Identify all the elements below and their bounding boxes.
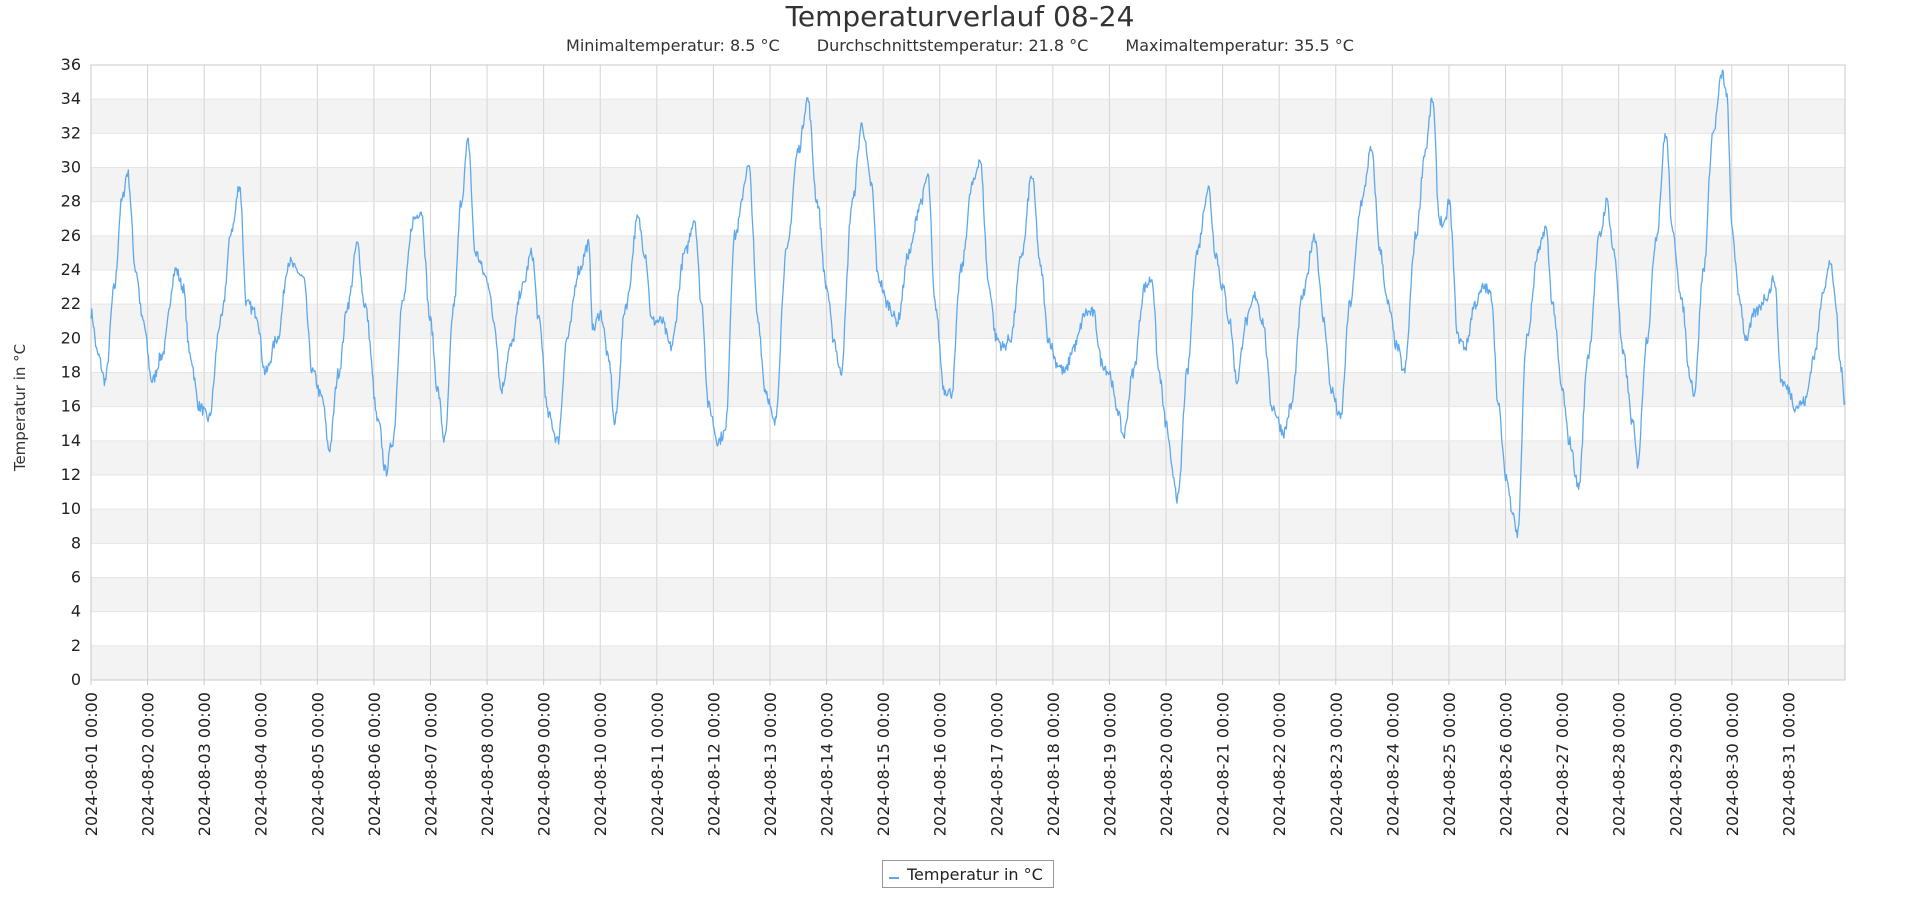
grid-band <box>91 99 1845 134</box>
y-tick-label: 36 <box>61 55 81 74</box>
max-temperature-label: Maximaltemperatur: 35.5 °C <box>1125 36 1354 55</box>
x-tick-label: 2024-08-07 00:00 <box>421 692 440 836</box>
x-tick-label: 2024-08-12 00:00 <box>704 692 723 836</box>
x-tick-label: 2024-08-13 00:00 <box>761 692 780 836</box>
grid-band <box>91 372 1845 407</box>
x-tick-label: 2024-08-20 00:00 <box>1157 692 1176 836</box>
y-tick-label: 16 <box>61 397 81 416</box>
x-tick-label: 2024-08-09 00:00 <box>535 692 554 836</box>
x-tick-label: 2024-08-26 00:00 <box>1497 692 1516 836</box>
grid-band <box>91 304 1845 339</box>
x-tick-label: 2024-08-17 00:00 <box>987 692 1006 836</box>
x-tick-label: 2024-08-27 00:00 <box>1553 692 1572 836</box>
x-tick-label: 2024-08-25 00:00 <box>1440 692 1459 836</box>
x-tick-label: 2024-08-23 00:00 <box>1327 692 1346 836</box>
x-axis-ticks: 2024-08-01 00:00 2024-08-02 00:00 2024-08-… <box>82 680 1798 836</box>
legend-label: Temperatur in °C <box>907 864 1043 884</box>
x-tick-label: 2024-08-03 00:00 <box>195 692 214 836</box>
grid-band <box>91 577 1845 612</box>
y-tick-label: 34 <box>61 89 81 108</box>
series-line-temperatur <box>90 69 1846 539</box>
x-tick-label: 2024-08-24 00:00 <box>1383 692 1402 836</box>
y-tick-label: 4 <box>71 602 81 621</box>
x-tick-label: 2024-08-28 00:00 <box>1610 692 1629 836</box>
x-tick-label: 2024-08-08 00:00 <box>478 692 497 836</box>
x-tick-label: 2024-08-01 00:00 <box>82 692 101 836</box>
legend-swatch <box>889 877 899 879</box>
x-tick-label: 2024-08-30 00:00 <box>1723 692 1742 836</box>
x-tick-label: 2024-08-11 00:00 <box>648 692 667 836</box>
x-tick-label: 2024-08-14 00:00 <box>818 692 837 836</box>
x-tick-label: 2024-08-04 00:00 <box>252 692 271 836</box>
x-tick-label: 2024-08-16 00:00 <box>931 692 950 836</box>
chart-subtitle: Minimaltemperatur: 8.5 °C Durchschnittst… <box>0 36 1920 56</box>
x-tick-label: 2024-08-10 00:00 <box>591 692 610 836</box>
x-tick-label: 2024-08-02 00:00 <box>139 692 158 836</box>
y-tick-label: 10 <box>61 499 81 518</box>
x-tick-label: 2024-08-29 00:00 <box>1666 692 1685 836</box>
x-tick-label: 2024-08-31 00:00 <box>1779 692 1798 836</box>
y-tick-label: 2 <box>71 636 81 655</box>
x-tick-label: 2024-08-18 00:00 <box>1044 692 1063 836</box>
y-tick-label: 14 <box>61 431 81 450</box>
y-tick-label: 24 <box>61 260 81 279</box>
y-tick-label: 18 <box>61 363 81 382</box>
y-tick-label: 22 <box>61 294 81 313</box>
y-tick-label: 8 <box>71 533 81 552</box>
grid-band <box>91 167 1845 202</box>
chart-title: Temperaturverlauf 08-24 <box>785 0 1135 33</box>
x-tick-label: 2024-08-22 00:00 <box>1270 692 1289 836</box>
y-tick-label: 6 <box>71 568 81 587</box>
x-tick-label: 2024-08-06 00:00 <box>365 692 384 836</box>
y-tick-label: 28 <box>61 192 81 211</box>
x-tick-label: 2024-08-19 00:00 <box>1100 692 1119 836</box>
y-tick-label: 0 <box>71 670 81 689</box>
x-tick-label: 2024-08-21 00:00 <box>1214 692 1233 836</box>
avg-temperature-label: Durchschnittstemperatur: 21.8 °C <box>816 36 1089 55</box>
y-tick-label: 32 <box>61 123 81 142</box>
y-tick-label: 12 <box>61 465 81 484</box>
horizontal-bands <box>91 99 1845 680</box>
y-tick-label: 30 <box>61 158 81 177</box>
y-tick-label: 26 <box>61 226 81 245</box>
x-tick-label: 2024-08-05 00:00 <box>308 692 327 836</box>
plot-area-frame <box>90 64 1846 681</box>
grid-band <box>91 235 1845 270</box>
x-tick-label: 2024-08-15 00:00 <box>874 692 893 836</box>
y-tick-label: 20 <box>61 328 81 347</box>
y-axis-label: Temperatur in °C <box>11 344 29 472</box>
grid-band <box>91 509 1845 544</box>
min-temperature-label: Minimaltemperatur: 8.5 °C <box>566 36 780 55</box>
legend[interactable]: Temperatur in °C <box>882 860 1054 888</box>
grid-band <box>91 645 1845 680</box>
